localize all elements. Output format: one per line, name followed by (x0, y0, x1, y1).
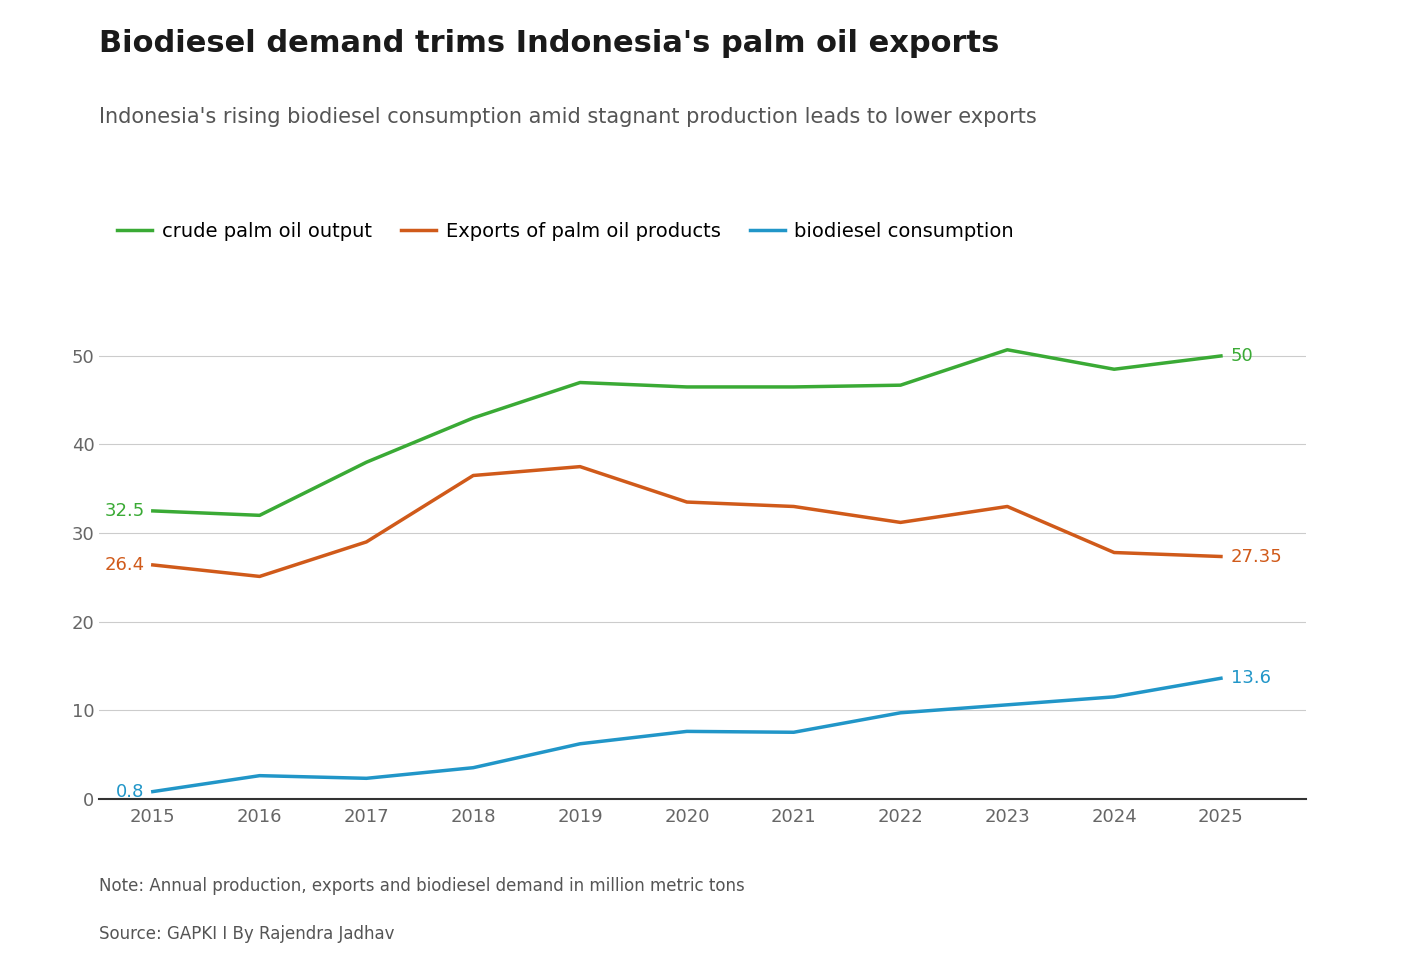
Text: 0.8: 0.8 (116, 782, 145, 801)
Text: 50: 50 (1231, 347, 1254, 365)
Text: Note: Annual production, exports and biodiesel demand in million metric tons: Note: Annual production, exports and bio… (99, 877, 746, 894)
Text: 13.6: 13.6 (1231, 669, 1271, 688)
Text: Indonesia's rising biodiesel consumption amid stagnant production leads to lower: Indonesia's rising biodiesel consumption… (99, 107, 1037, 128)
Text: 32.5: 32.5 (104, 502, 145, 520)
Text: 26.4: 26.4 (104, 556, 145, 574)
Text: Biodiesel demand trims Indonesia's palm oil exports: Biodiesel demand trims Indonesia's palm … (99, 29, 1000, 58)
Legend: crude palm oil output, Exports of palm oil products, biodiesel consumption: crude palm oil output, Exports of palm o… (109, 214, 1021, 248)
Text: Source: GAPKI I By Rajendra Jadhav: Source: GAPKI I By Rajendra Jadhav (99, 925, 395, 943)
Text: 27.35: 27.35 (1231, 547, 1282, 566)
